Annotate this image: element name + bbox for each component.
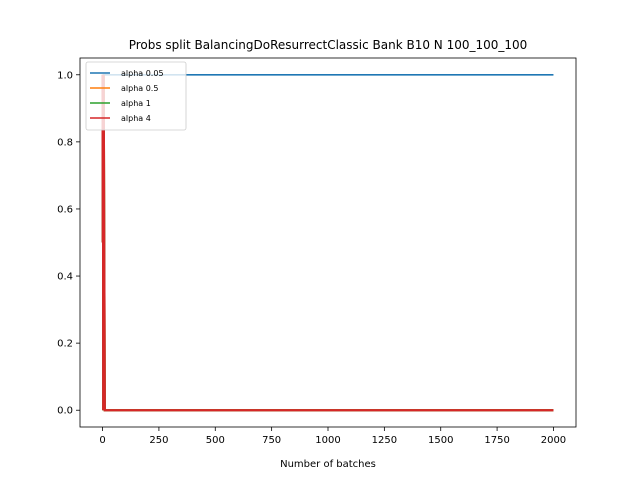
x-tick-label-4: 1000	[315, 435, 340, 446]
y-tick-label-1: 0.2	[57, 339, 73, 350]
legend-label-1: alpha 0.5	[121, 84, 158, 93]
x-tick-label-8: 2000	[541, 435, 566, 446]
x-tick-label-0: 0	[99, 435, 105, 446]
y-tick-label-3: 0.6	[57, 204, 73, 215]
x-tick-label-3: 750	[262, 435, 281, 446]
x-tick-label-6: 1500	[428, 435, 453, 446]
y-tick-label-0: 0.0	[57, 406, 73, 417]
y-tick-label-4: 0.8	[57, 137, 73, 148]
x-tick-label-7: 1750	[484, 435, 509, 446]
chart-title: Probs split BalancingDoResurrectClassic …	[129, 38, 528, 52]
x-tick-label-5: 1250	[372, 435, 397, 446]
legend-label-3: alpha 4	[121, 114, 151, 123]
legend-label-0: alpha 0.05	[121, 69, 164, 78]
legend-box	[85, 61, 187, 131]
plot-area: 0 250 500 750 1000 1250 1500 1750 2000 0.0 0.2 0.4 0…	[57, 57, 577, 446]
legend-label-2: alpha 1	[121, 99, 151, 108]
x-tick-label-1: 250	[149, 435, 168, 446]
x-tick-label-2: 500	[206, 435, 225, 446]
x-axis-label: Number of batches	[280, 459, 376, 470]
y-tick-label-2: 0.4	[57, 272, 73, 283]
series-line-3	[101, 74, 554, 412]
y-tick-label-5: 1.0	[57, 70, 73, 81]
